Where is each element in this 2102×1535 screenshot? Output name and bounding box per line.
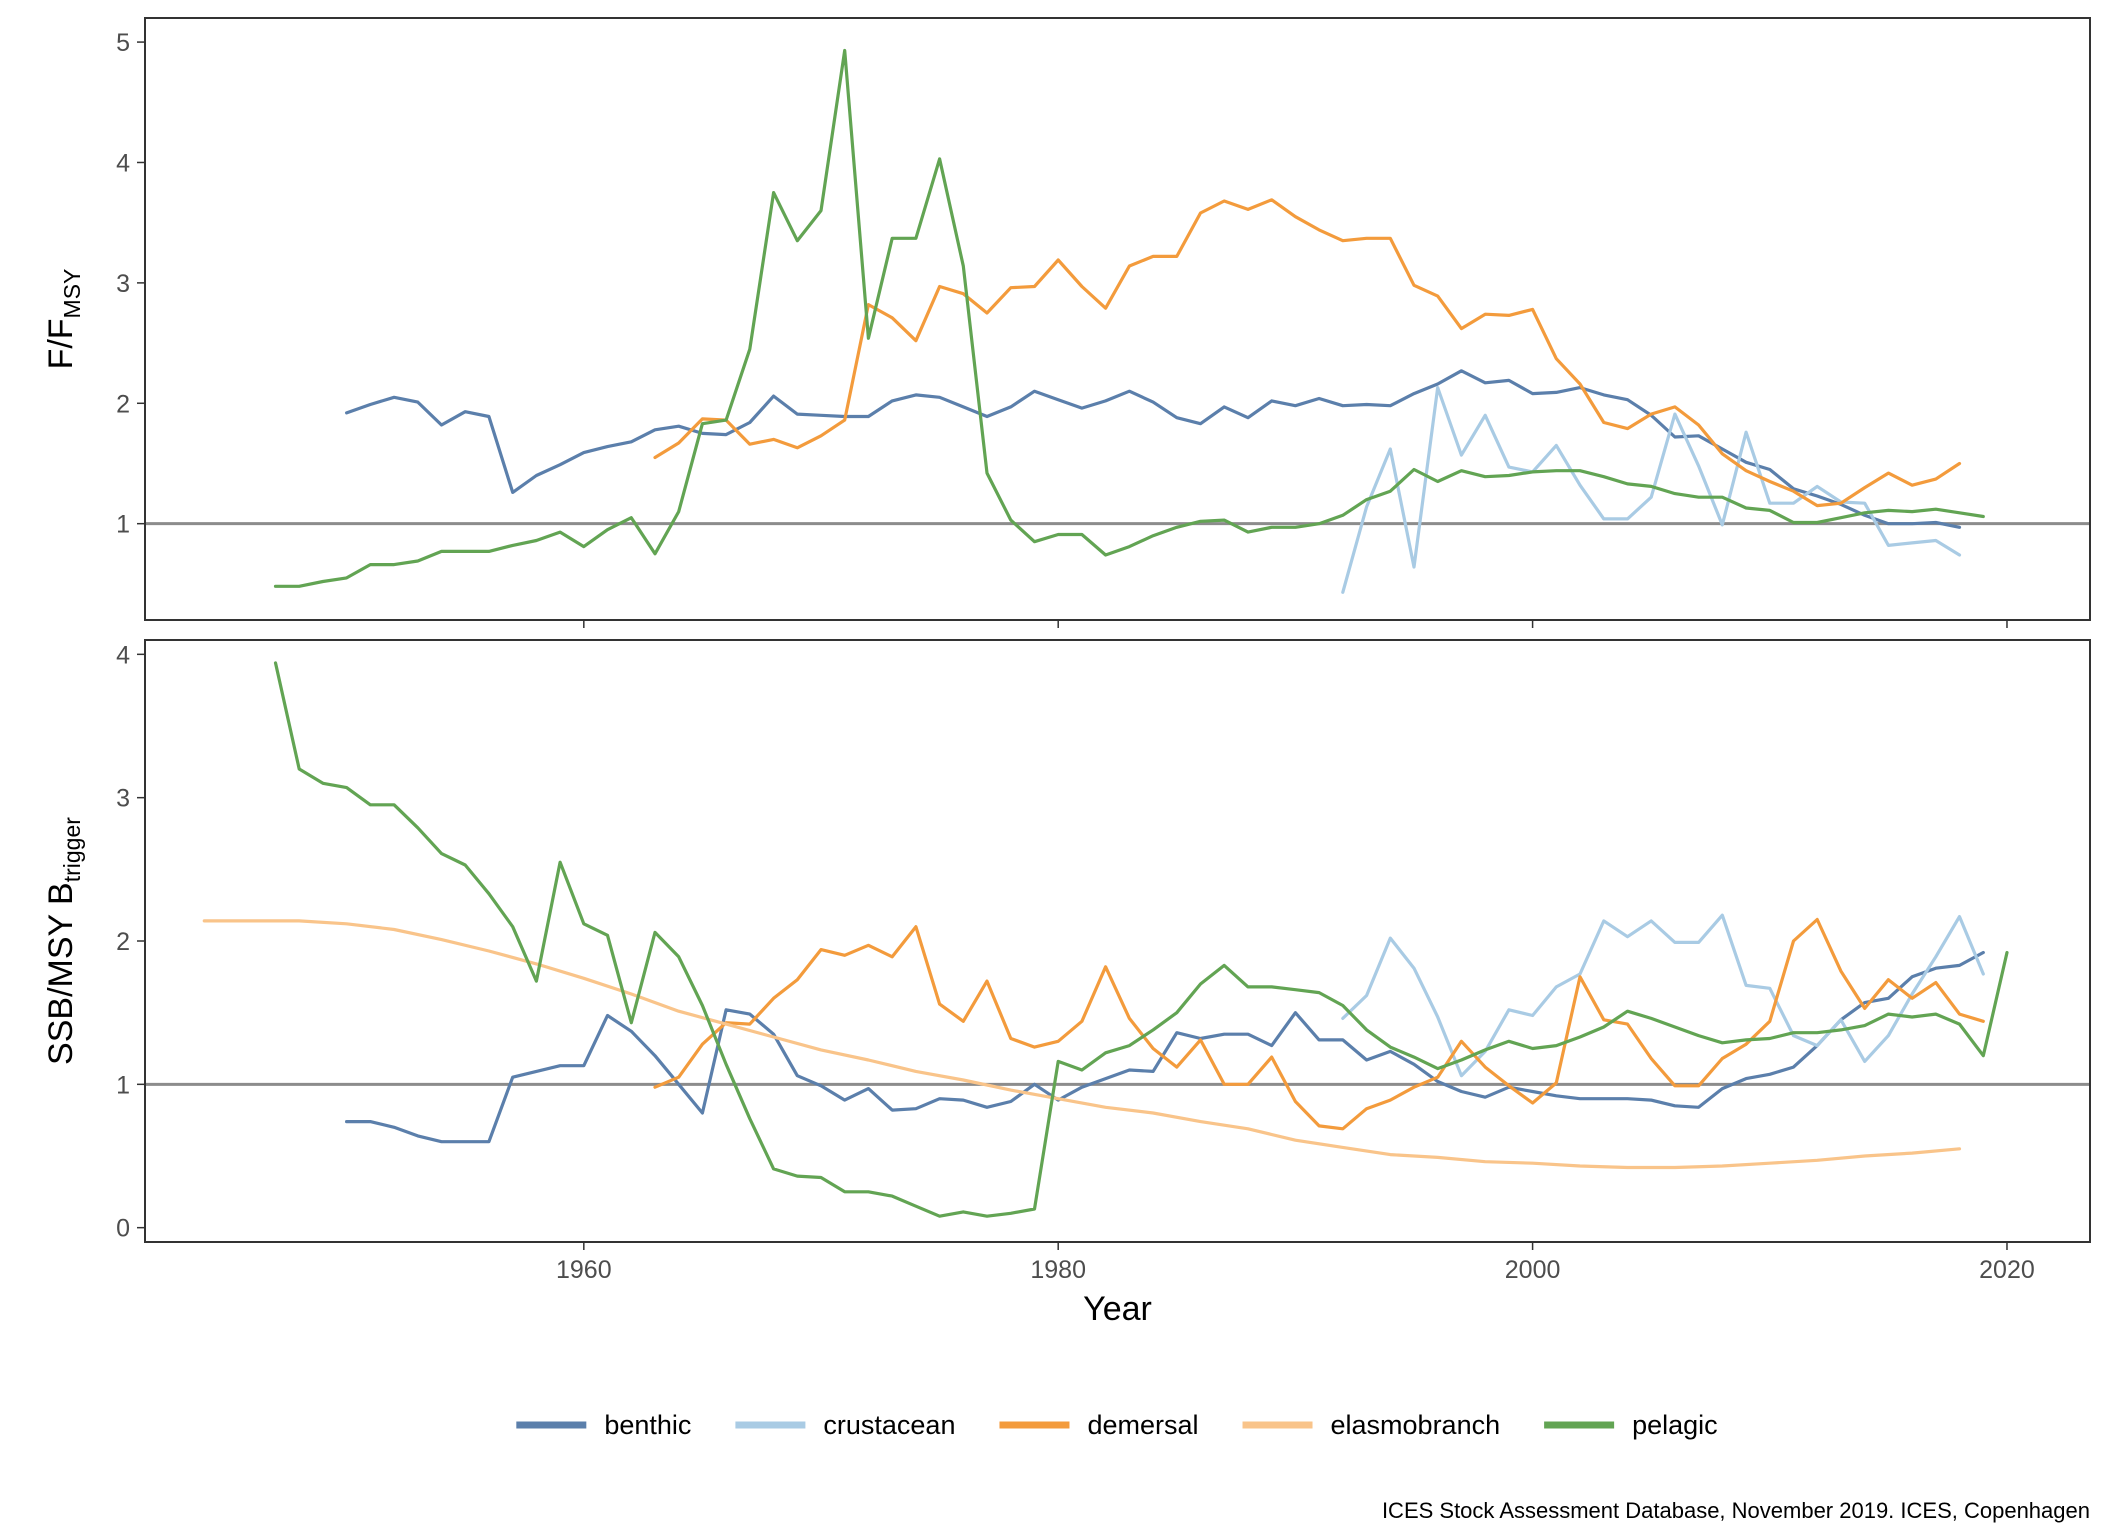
panel-frame bbox=[144, 17, 2091, 621]
y-axis-title-subscript: trigger bbox=[59, 817, 85, 883]
panel-f-over-fmsy: 1 2 3 4 5 F/FMSY bbox=[42, 17, 2091, 628]
series-line-pelagic bbox=[273, 48, 1985, 588]
y-tick-label: 5 bbox=[116, 29, 130, 57]
series-line-pelagic bbox=[273, 661, 2009, 1218]
legend-label-pelagic: pelagic bbox=[1632, 1410, 1718, 1440]
x-tick-label: 1980 bbox=[1030, 1256, 1086, 1284]
y-axis-title: F/FMSY bbox=[42, 269, 85, 370]
series-line-benthic bbox=[345, 950, 1985, 1144]
y-tick-label: 0 bbox=[116, 1215, 130, 1243]
y-tick-label: 2 bbox=[116, 390, 130, 418]
series-line-demersal bbox=[653, 917, 1985, 1131]
x-tick-label: 2020 bbox=[1979, 1256, 2035, 1284]
y-tick-label: 3 bbox=[116, 785, 130, 813]
legend-label-demersal: demersal bbox=[1087, 1410, 1198, 1440]
series-line-crustacean bbox=[1341, 386, 1962, 594]
panel-ssb-over-msy-btrigger: 0 1 2 3 4 SSB/MSY Btrigger 1960 1980 2000 2020 bbox=[42, 639, 2091, 1284]
y-tick-label: 4 bbox=[116, 149, 130, 177]
x-tick-label: 1960 bbox=[556, 1256, 612, 1284]
legend-label-benthic: benthic bbox=[604, 1410, 691, 1440]
y-axis-title-main: F/F bbox=[42, 318, 80, 369]
series-line-demersal bbox=[653, 198, 1962, 508]
y-axis-title: SSB/MSY Btrigger bbox=[42, 817, 85, 1065]
x-tick-label: 2000 bbox=[1505, 1256, 1561, 1284]
panel-frame bbox=[144, 639, 2091, 1243]
series-line-elasmobranch bbox=[202, 919, 1962, 1170]
legend-label-crustacean: crustacean bbox=[823, 1410, 955, 1440]
y-tick-label: 1 bbox=[116, 1071, 130, 1099]
legend: benthic crustacean demersal elasmobranch pel… bbox=[516, 1410, 1718, 1440]
y-axis-title-subscript: MSY bbox=[59, 269, 85, 319]
series-line-crustacean bbox=[1341, 913, 1985, 1078]
source-caption: ICES Stock Assessment Database, November… bbox=[1382, 1498, 2090, 1523]
y-tick-label: 1 bbox=[116, 511, 130, 539]
y-axis-title-main: SSB/MSY B bbox=[42, 882, 80, 1065]
y-tick-label: 4 bbox=[116, 641, 130, 669]
series-line-benthic bbox=[345, 369, 1962, 529]
x-axis-title: Year bbox=[1083, 1290, 1152, 1328]
y-tick-label: 3 bbox=[116, 270, 130, 298]
legend-label-elasmobranch: elasmobranch bbox=[1331, 1410, 1501, 1440]
y-tick-label: 2 bbox=[116, 928, 130, 956]
